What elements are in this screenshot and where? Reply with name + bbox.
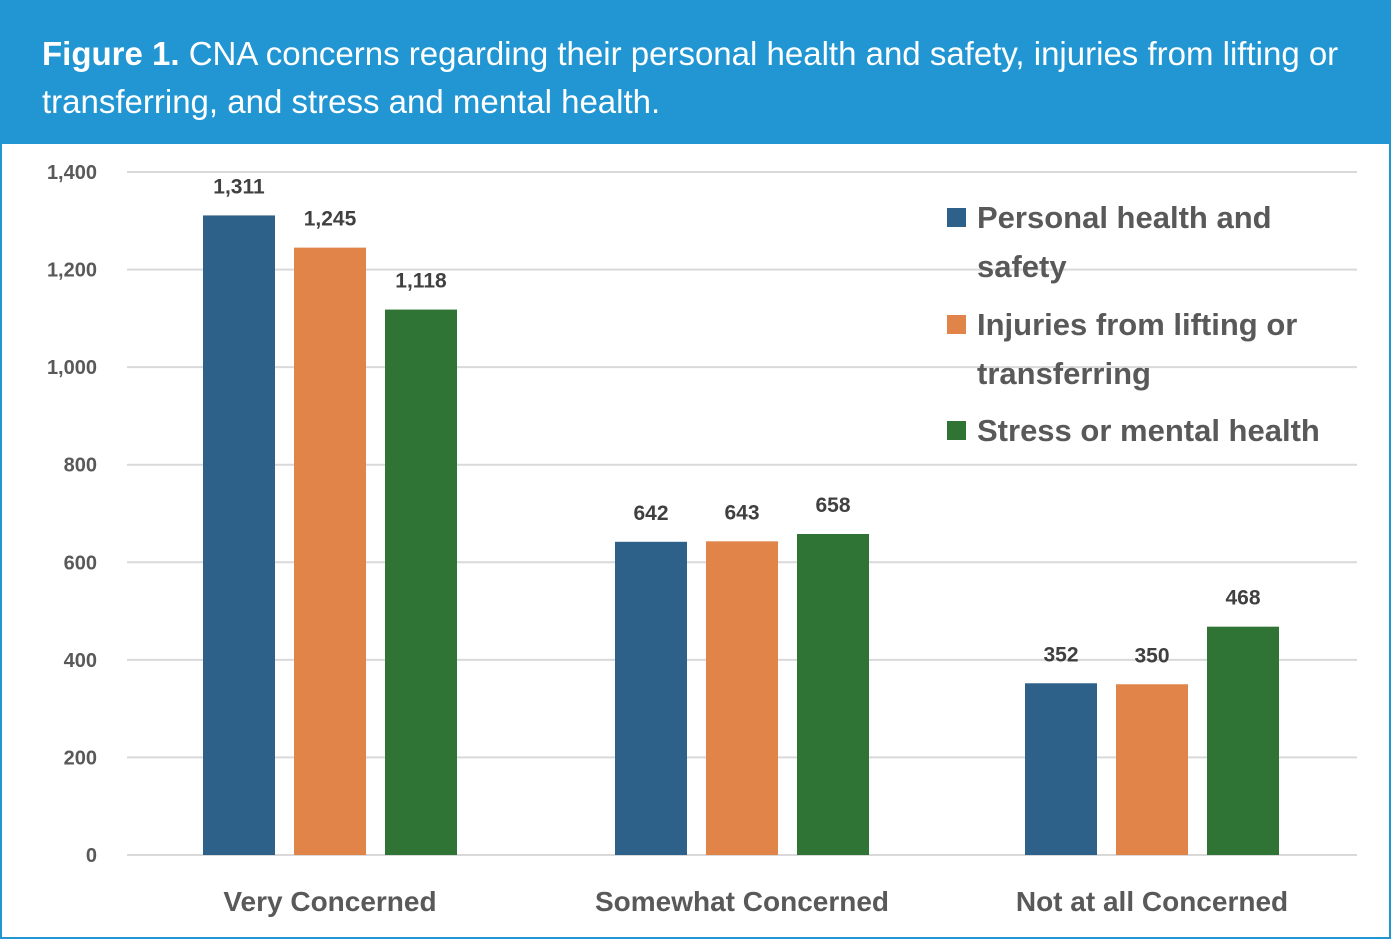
bar <box>615 541 687 855</box>
x-category-label: Not at all Concerned <box>1016 886 1288 917</box>
data-label: 1,118 <box>395 270 447 293</box>
x-category-label: Very Concerned <box>223 886 436 917</box>
x-category-label: Somewhat Concerned <box>595 886 889 917</box>
caption-text: CNA concerns regarding their personal he… <box>42 35 1339 120</box>
y-tick-label: 1,200 <box>47 260 97 282</box>
legend-swatch <box>947 208 966 227</box>
y-tick-label: 800 <box>64 455 97 477</box>
legend-label: Stress or mental health <box>977 413 1320 448</box>
bar <box>706 541 778 855</box>
legend-swatch <box>947 421 966 440</box>
y-tick-label: 400 <box>64 650 97 672</box>
bar <box>294 247 366 855</box>
legend-label: safety <box>977 249 1067 284</box>
y-tick-label: 1,400 <box>47 162 97 184</box>
data-label: 1,245 <box>304 208 357 231</box>
figure-header: Figure 1. CNA concerns regarding their p… <box>2 2 1389 144</box>
y-tick-label: 600 <box>64 552 97 574</box>
legend-label: transferring <box>977 356 1151 391</box>
bar <box>1025 683 1097 855</box>
data-label: 643 <box>724 501 759 524</box>
bar <box>203 215 275 855</box>
y-tick-label: 1,000 <box>47 357 97 379</box>
data-label: 468 <box>1225 587 1260 610</box>
y-tick-label: 0 <box>86 845 97 867</box>
data-label: 352 <box>1043 643 1078 666</box>
bar <box>1207 626 1279 855</box>
bar <box>385 309 457 856</box>
bar <box>1116 684 1188 855</box>
bar <box>797 533 869 855</box>
data-label: 658 <box>815 494 850 517</box>
data-label: 1,311 <box>213 175 265 198</box>
figure-caption: Figure 1. CNA concerns regarding their p… <box>42 30 1362 126</box>
legend-label: Personal health and <box>977 200 1272 235</box>
bar-chart: 0 200 400 600 800 1,000 1,200 1,400 1,311 642 352 1… <box>47 162 1357 917</box>
legend-label: Injuries from lifting or <box>977 307 1297 342</box>
data-label: 642 <box>633 502 668 525</box>
figure-label: Figure 1. <box>42 35 180 72</box>
legend-swatch <box>947 315 966 334</box>
data-label: 350 <box>1134 644 1169 667</box>
y-tick-label: 200 <box>64 747 97 769</box>
